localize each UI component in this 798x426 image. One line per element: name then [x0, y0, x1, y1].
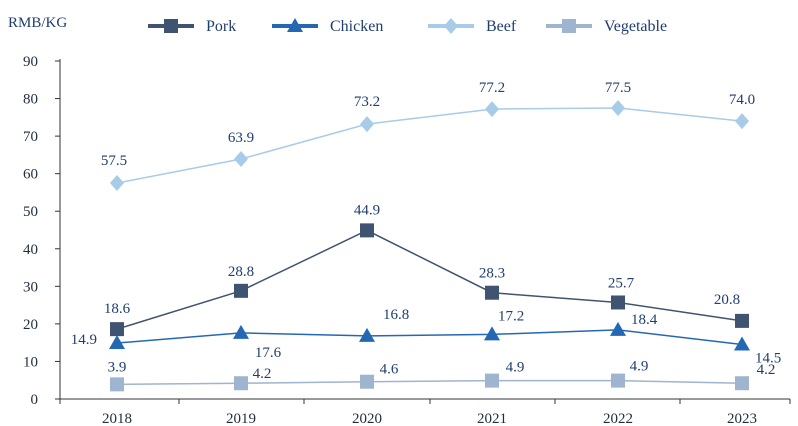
beef-data-label: 77.2 [479, 80, 505, 96]
beef-point [611, 99, 625, 116]
legend: Pork Chicken Beef Vegetable [148, 18, 667, 35]
y-tick-label: 40 [23, 242, 38, 258]
y-tick-label: 10 [23, 354, 38, 370]
legend-marker [164, 19, 178, 33]
series-vegetable: 3.9 4.2 4.6 4.9 4.9 4.2 [108, 359, 776, 392]
vegetable-data-label: 4.2 [253, 366, 272, 382]
chicken-data-label: 18.4 [631, 312, 658, 328]
pork-point [735, 313, 749, 328]
chicken-data-label: 14.5 [755, 351, 781, 367]
chicken-data-label: 16.8 [383, 307, 409, 323]
pork-data-label: 18.6 [104, 301, 131, 317]
legend-label: Pork [206, 18, 236, 35]
legend-item-pork: Pork [148, 18, 236, 35]
vegetable-data-label: 4.2 [757, 362, 776, 378]
y-tick-label: 80 [23, 92, 38, 108]
legend-marker [444, 18, 458, 34]
pork-point [360, 223, 374, 238]
pork-data-label: 20.8 [714, 292, 740, 308]
chicken-point [484, 326, 500, 341]
vegetable-point [360, 374, 374, 389]
pork-point [110, 322, 124, 337]
pork-data-label: 25.7 [608, 275, 635, 291]
axes: 0 10 20 30 40 50 60 70 80 90 2018 2019 2020 2021 2022 2… [23, 54, 791, 426]
vegetable-point [735, 376, 749, 391]
legend-label: Vegetable [604, 18, 667, 35]
y-tick-label: 20 [23, 317, 38, 333]
beef-data-label: 57.5 [101, 153, 127, 169]
pork-data-label: 28.8 [228, 264, 254, 280]
beef-data-label: 74.0 [729, 92, 755, 108]
y-tick-label: 30 [23, 279, 38, 295]
chicken-point [109, 335, 125, 350]
series-pork: 18.6 28.8 44.9 28.3 25.7 20.8 [104, 202, 749, 337]
vegetable-data-label: 4.9 [506, 360, 525, 376]
beef-point [234, 151, 248, 168]
y-tick-label: 50 [23, 204, 38, 220]
beef-point [485, 101, 499, 118]
chicken-data-label: 17.6 [255, 345, 282, 361]
chicken-point [233, 324, 249, 339]
pork-point [611, 295, 625, 310]
vegetable-data-label: 4.9 [630, 359, 649, 375]
legend-label: Beef [486, 18, 517, 35]
legend-item-vegetable: Vegetable [546, 18, 667, 35]
y-tick-label: 60 [23, 167, 38, 183]
beef-point [735, 113, 749, 130]
vegetable-data-label: 3.9 [108, 359, 127, 375]
chicken-data-label: 17.2 [498, 308, 524, 324]
y-tick-label: 90 [23, 54, 38, 70]
vegetable-point [611, 373, 625, 388]
x-tick-label: 2023 [727, 411, 757, 426]
y-tick-label: 70 [23, 129, 38, 145]
vegetable-data-label: 4.6 [380, 362, 399, 378]
legend-label: Chicken [330, 18, 383, 35]
beef-line [116, 107, 743, 184]
x-tick-label: 2021 [477, 411, 507, 426]
pork-point [485, 285, 499, 300]
vegetable-line [116, 379, 743, 386]
legend-item-beef: Beef [428, 18, 517, 35]
vegetable-point [485, 373, 499, 388]
chicken-point [610, 321, 626, 336]
y-tick-label: 0 [31, 392, 39, 408]
beef-point [360, 116, 374, 133]
beef-data-label: 77.5 [605, 80, 631, 96]
pork-line [116, 229, 743, 330]
chicken-data-label: 14.9 [71, 332, 97, 348]
x-tick-label: 2019 [226, 411, 256, 426]
beef-data-label: 63.9 [228, 130, 254, 146]
x-tick-label: 2022 [603, 411, 633, 426]
x-tick-label: 2018 [102, 411, 132, 426]
vegetable-point [110, 377, 124, 392]
chicken-point [359, 327, 375, 342]
pork-point [234, 283, 248, 298]
chicken-point [734, 336, 750, 351]
beef-point [110, 175, 124, 192]
series-layer: 18.6 28.8 44.9 28.3 25.7 20.8 14.9 17.6 16.8 17.2… [71, 80, 782, 392]
beef-data-label: 73.2 [354, 94, 380, 110]
pork-data-label: 28.3 [479, 266, 505, 282]
pork-data-label: 44.9 [354, 202, 380, 218]
y-axis-unit-label: RMB/KG [8, 15, 67, 31]
chicken-line [116, 329, 743, 346]
vegetable-point [234, 376, 248, 391]
legend-marker [562, 19, 576, 33]
series-beef: 57.5 63.9 73.2 77.2 77.5 74.0 [101, 80, 755, 192]
legend-marker [287, 18, 303, 32]
x-tick-label: 2020 [352, 411, 382, 426]
legend-item-chicken: Chicken [272, 18, 383, 35]
series-chicken: 14.9 17.6 16.8 17.2 18.4 14.5 [71, 307, 782, 367]
